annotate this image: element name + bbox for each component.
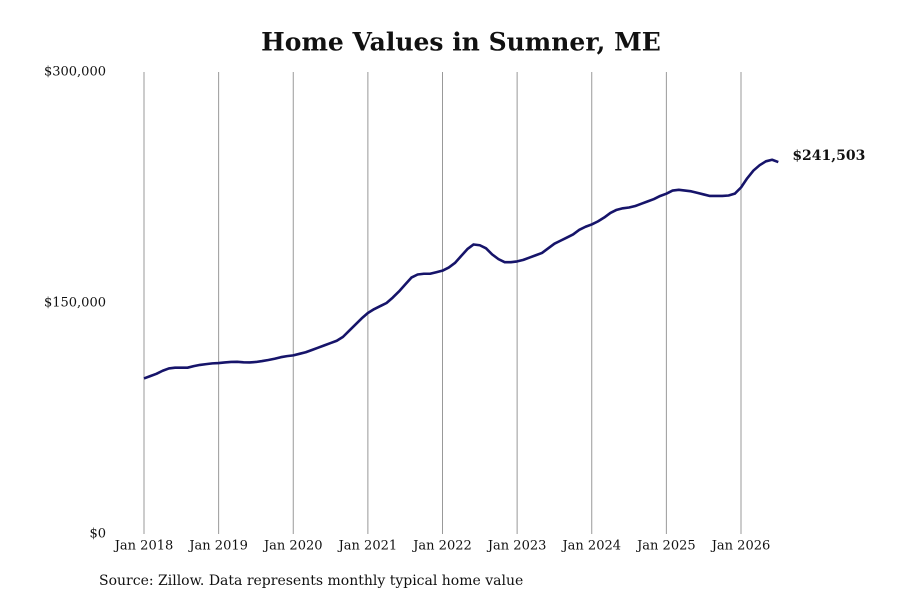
y-tick-label: $0 bbox=[89, 527, 106, 542]
x-tick-label: Jan 2022 bbox=[411, 539, 472, 554]
x-tick-label: Jan 2026 bbox=[710, 539, 771, 554]
x-tick-label: Jan 2018 bbox=[113, 539, 174, 554]
source-note: Source: Zillow. Data represents monthly … bbox=[99, 573, 523, 589]
line-series bbox=[143, 158, 779, 380]
chart-title: Home Values in Sumner, ME bbox=[261, 28, 661, 57]
end-value-label: $241,503 bbox=[792, 148, 865, 164]
y-tick-label: $150,000 bbox=[44, 296, 106, 311]
y-tick-label: $300,000 bbox=[44, 65, 106, 80]
x-tick-label: Jan 2021 bbox=[337, 539, 398, 554]
x-tick-label: Jan 2024 bbox=[560, 539, 621, 554]
x-tick-label: Jan 2023 bbox=[486, 539, 547, 554]
x-tick-label: Jan 2019 bbox=[187, 539, 248, 554]
x-tick-label: Jan 2020 bbox=[262, 539, 323, 554]
x-tick-label: Jan 2025 bbox=[635, 539, 696, 554]
